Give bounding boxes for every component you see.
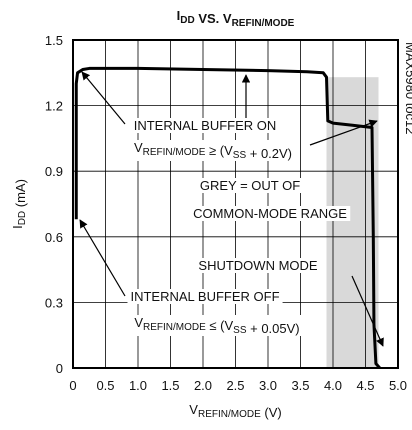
annotation-part: INTERNAL BUFFER ON	[134, 118, 277, 133]
x-axis-label-sub: REFIN/MODE	[198, 409, 261, 420]
annotation-part: ≤ (V	[206, 318, 234, 333]
annotation-part: INTERNAL BUFFER OFF	[130, 289, 279, 304]
y-axis-label: IDD (mA)	[10, 179, 28, 229]
y-axis-label-part: I	[10, 225, 25, 229]
x-tick-label: 2.0	[194, 378, 212, 393]
y-tick-label: 0.3	[45, 295, 63, 310]
watermark: MAX5980 toc12	[403, 42, 412, 135]
annotation-bg	[127, 289, 283, 304]
chart-title-part: I	[177, 8, 181, 23]
x-tick-label: 1.0	[129, 378, 147, 393]
annotation-sub: SS	[233, 150, 247, 161]
annotation-part: + 0.2V)	[246, 146, 292, 161]
annotation-part: COMMON-MODE RANGE	[193, 206, 347, 221]
annotation: VREFIN/MODE ≥ (VSS + 0.2V)	[134, 140, 292, 161]
annotation-bg	[190, 206, 351, 221]
x-axis-label-part: V	[189, 402, 198, 417]
chart-title-sub: REFIN/MODE	[232, 18, 295, 29]
chart-title-part: VS. V	[195, 11, 232, 26]
y-tick-label: 1.2	[45, 99, 63, 114]
x-axis-label: VREFIN/MODE (V)	[189, 402, 281, 420]
annotation: INTERNAL BUFFER OFF	[130, 289, 279, 304]
annotation: VREFIN/MODE ≤ (VSS + 0.05V)	[134, 315, 299, 336]
annotation: INTERNAL BUFFER ON	[134, 118, 277, 133]
plot-frame	[72, 39, 399, 369]
arrow	[81, 71, 126, 125]
annotation-part: GREY = OUT OF	[200, 178, 300, 193]
annotation: SHUTDOWN MODE	[198, 258, 317, 273]
y-axis-label-sub: DD	[17, 211, 28, 225]
chart-title-sub: DD	[180, 15, 194, 26]
x-tick-label: 2.5	[226, 378, 244, 393]
annotation-bg	[130, 140, 296, 161]
arrow	[79, 219, 126, 297]
x-tick-label: 4.0	[324, 378, 342, 393]
annotation-part: + 0.05V)	[247, 321, 300, 336]
annotation-bg	[130, 118, 280, 133]
annotation-bg	[195, 258, 321, 273]
x-tick-label: 3.5	[291, 378, 309, 393]
y-tick-label: 1.5	[45, 33, 63, 48]
data-line	[74, 66, 381, 369]
annotation-part: SHUTDOWN MODE	[198, 258, 317, 273]
x-axis-label-part: (V)	[261, 405, 282, 420]
annotation: GREY = OUT OF	[200, 178, 300, 193]
annotation-part: ≥ (V	[205, 143, 233, 158]
x-tick-label: 0	[69, 378, 76, 393]
annotation-bg	[131, 315, 303, 336]
annotation-sub: REFIN/MODE	[143, 147, 206, 158]
y-tick-label: 0.9	[45, 164, 63, 179]
shaded-region	[326, 77, 379, 368]
x-tick-label: 3.0	[259, 378, 277, 393]
annotation-bg	[196, 178, 304, 193]
x-tick-label: 4.5	[356, 378, 374, 393]
x-tick-label: 1.5	[161, 378, 179, 393]
chart-title: IDD VS. VREFIN/MODE	[177, 8, 295, 29]
annotation-part: V	[134, 140, 143, 155]
y-tick-label: 0.6	[45, 230, 63, 245]
annotation-part: V	[134, 315, 143, 330]
arrow	[351, 275, 384, 347]
arrow	[309, 119, 378, 146]
y-axis-label-part: (mA)	[13, 179, 28, 211]
x-tick-label: 5.0	[389, 378, 407, 393]
annotation-sub: REFIN/MODE	[143, 322, 206, 333]
annotation-sub: SS	[233, 325, 247, 336]
x-tick-label: 0.5	[96, 378, 114, 393]
y-tick-label: 0	[56, 361, 63, 376]
annotation: COMMON-MODE RANGE	[193, 206, 347, 221]
